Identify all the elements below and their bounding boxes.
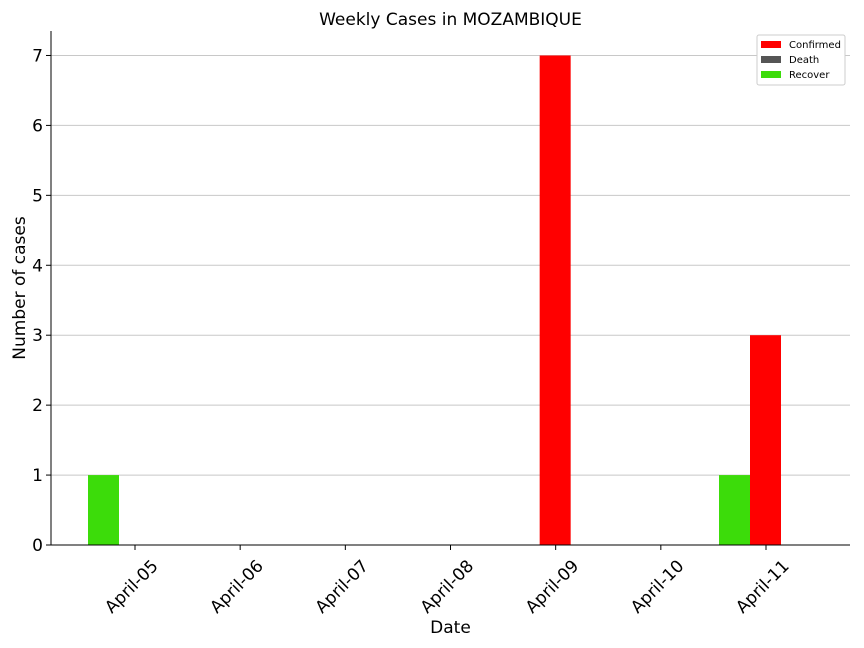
legend-swatch-recover [761, 71, 781, 78]
bar-confirmed-april-09 [539, 55, 571, 545]
y-tick-label: 1 [32, 466, 43, 486]
bar-confirmed-april-11 [750, 335, 781, 545]
y-tick-label: 2 [32, 396, 43, 416]
chart-title: Weekly Cases in MOZAMBIQUE [319, 10, 582, 30]
legend: Confirmed Death Recover [756, 34, 846, 86]
bar-recover-april-11 [719, 475, 750, 545]
legend-label-recover: Recover [789, 70, 830, 81]
bars [88, 55, 781, 545]
legend-label-death: Death [789, 55, 819, 66]
y-ticks: 0 1 2 3 4 5 6 7 [32, 46, 51, 556]
grid [51, 54, 850, 476]
x-tick-label: April-06 [206, 556, 267, 617]
x-tick-label: April-08 [417, 556, 478, 617]
x-tick-label: April-05 [101, 556, 162, 617]
x-ticks: April-05 April-06 April-07 April-08 April-09… [101, 545, 794, 618]
bar-recover-april-05 [88, 475, 119, 545]
legend-swatch-death [761, 56, 781, 63]
x-tick-label: April-11 [732, 556, 793, 617]
y-tick-label: 4 [32, 256, 43, 276]
y-tick-label: 7 [32, 46, 43, 66]
x-tick-label: April-09 [522, 556, 583, 617]
x-tick-label: April-10 [627, 556, 688, 617]
x-tick-label: April-07 [312, 556, 373, 617]
y-tick-label: 5 [32, 186, 43, 206]
y-tick-label: 6 [32, 116, 43, 136]
y-tick-label: 0 [32, 536, 43, 556]
y-tick-label: 3 [32, 326, 43, 346]
y-axis-label: Number of cases [10, 216, 30, 360]
legend-label-confirmed: Confirmed [789, 40, 841, 51]
x-axis-label: Date [430, 618, 471, 638]
legend-swatch-confirmed [761, 41, 781, 48]
axes [50, 31, 850, 546]
